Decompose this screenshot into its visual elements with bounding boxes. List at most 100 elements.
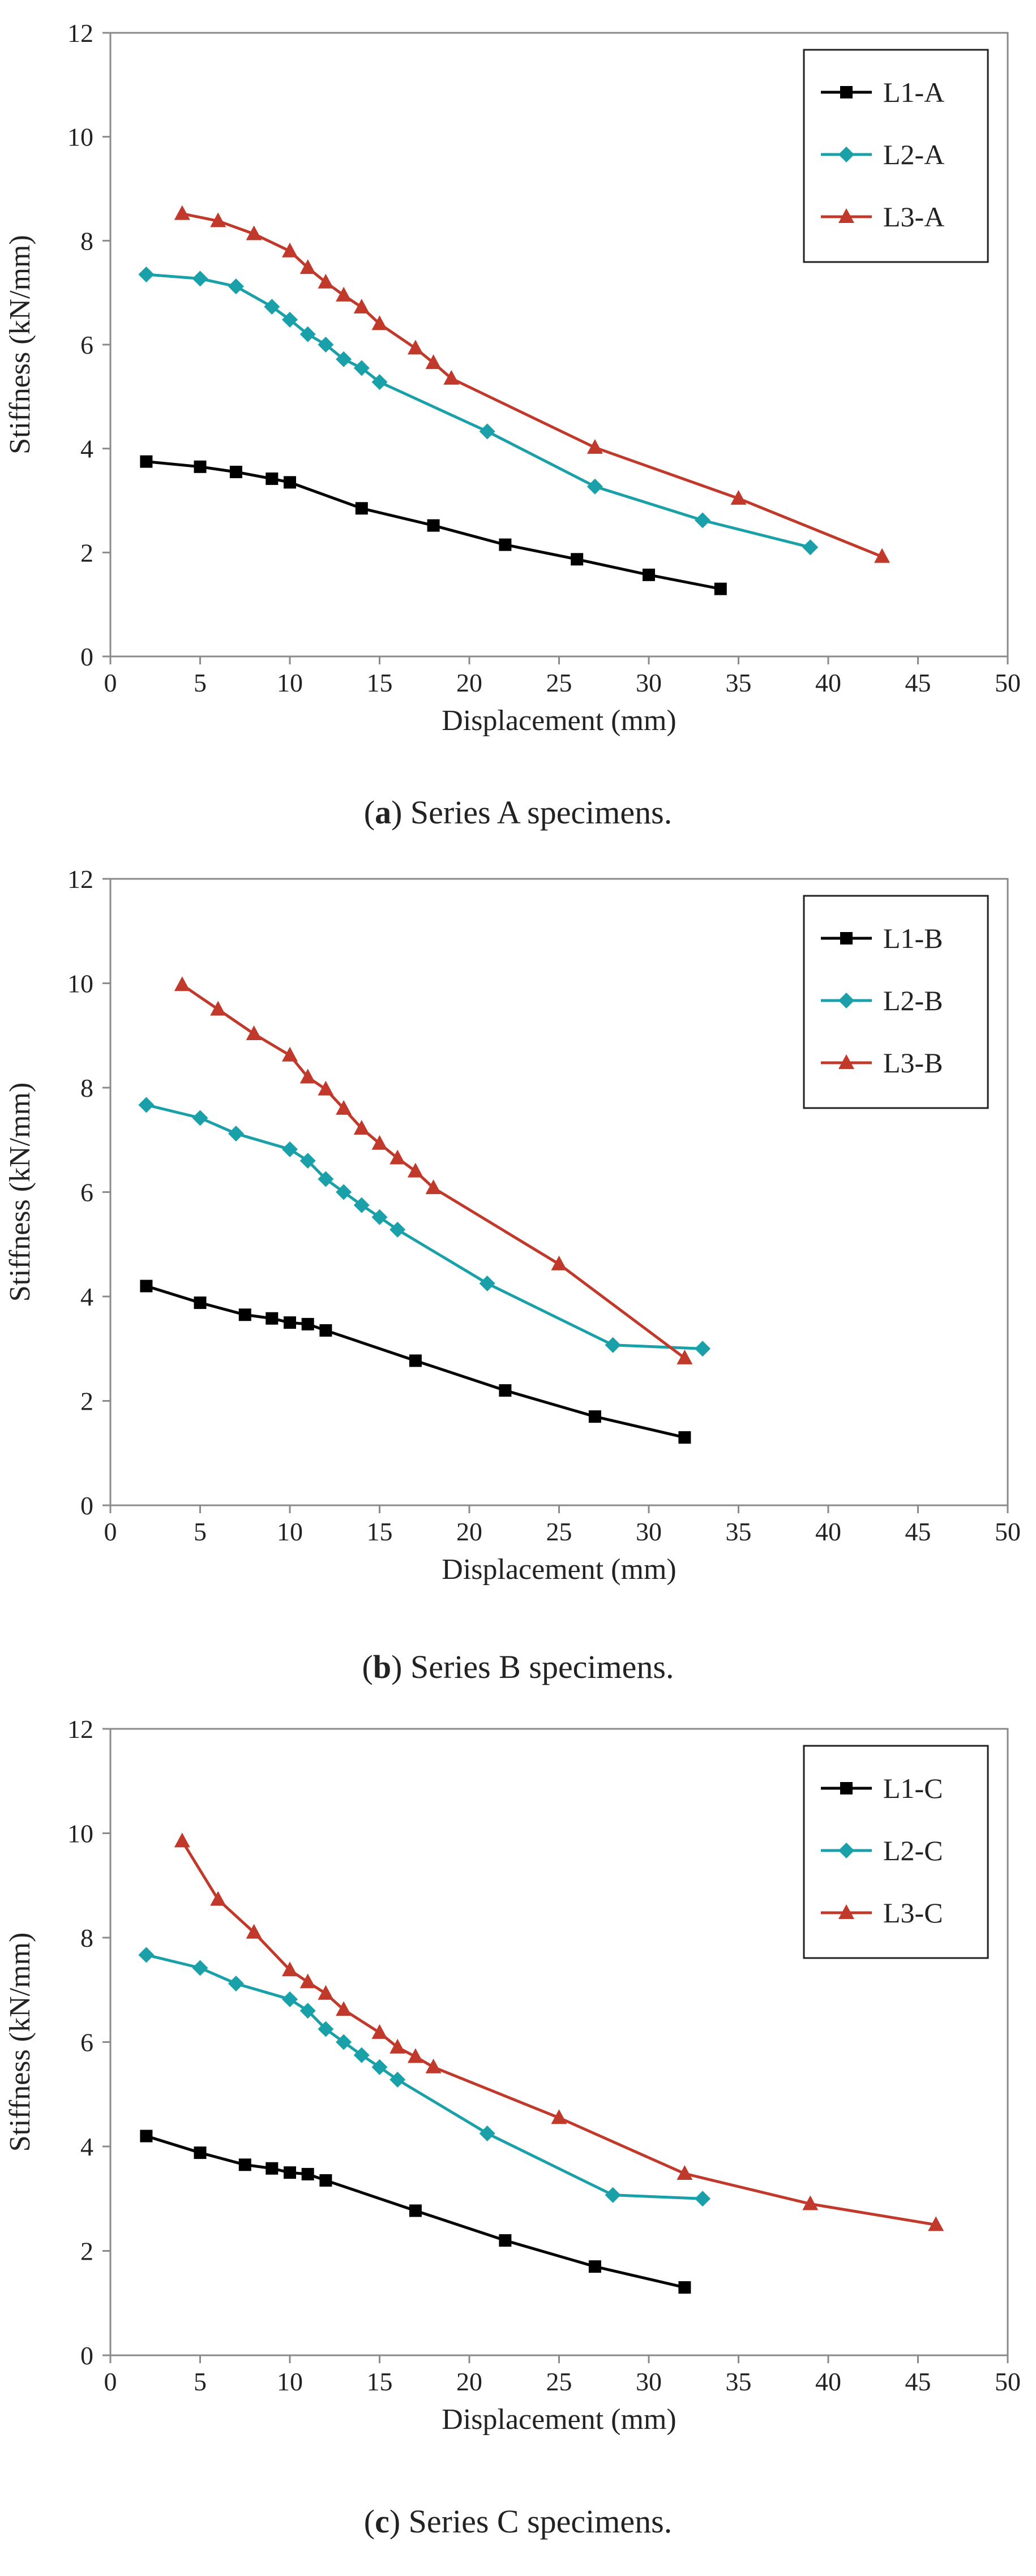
- series-L1-B: [140, 1280, 691, 1444]
- legend: L1-A L2-A L3-A: [803, 49, 989, 263]
- x-axis-title: Displacement (mm): [442, 2403, 676, 2436]
- figure-caption: (c) Series C specimens.: [364, 2503, 672, 2540]
- y-tick-label: 4: [80, 1282, 93, 1311]
- y-tick-label: 8: [80, 1924, 93, 1952]
- legend-label: L1-A: [883, 76, 944, 108]
- data-point-diamond: [587, 478, 603, 495]
- data-point-square: [409, 2204, 422, 2217]
- data-point-square: [229, 465, 242, 478]
- y-tick-label: 0: [80, 642, 93, 671]
- data-point-diamond: [336, 2034, 352, 2050]
- data-point-triangle: [443, 370, 460, 385]
- caption-letter: c: [375, 2503, 389, 2540]
- x-tick-label: 15: [367, 1517, 393, 1546]
- data-point-diamond: [299, 1153, 316, 1169]
- data-point-diamond: [695, 1341, 711, 1357]
- data-point-diamond: [282, 1991, 298, 2007]
- x-tick-label: 25: [546, 2367, 572, 2396]
- y-tick-label: 0: [80, 2341, 93, 2370]
- x-tick-label: 50: [995, 2367, 1021, 2396]
- caption-letter: b: [373, 1648, 391, 1685]
- y-tick-label: 2: [80, 1387, 93, 1416]
- data-point-triangle: [174, 205, 190, 220]
- data-point-triangle: [425, 354, 442, 370]
- data-point-square: [194, 2146, 207, 2159]
- data-point-diamond: [695, 2191, 711, 2207]
- y-tick-label: 4: [80, 2132, 93, 2161]
- data-point-triangle: [210, 212, 226, 227]
- data-point-square: [284, 476, 296, 489]
- data-point-diamond: [336, 1184, 352, 1200]
- x-tick-label: 30: [636, 668, 662, 697]
- data-point-triangle: [730, 490, 747, 505]
- x-tick-label: 5: [194, 1517, 207, 1546]
- data-point-triangle: [371, 2024, 388, 2039]
- data-point-triangle: [353, 298, 370, 314]
- legend-label: L1-B: [883, 922, 943, 954]
- data-point-square: [301, 2167, 314, 2180]
- data-point-square: [840, 1782, 853, 1794]
- data-point-triangle: [389, 1149, 406, 1165]
- legend: L1-B L2-B L3-B: [803, 895, 989, 1109]
- x-tick-label: 0: [104, 2367, 117, 2396]
- data-point-triangle: [425, 1179, 442, 1195]
- caption-paren: (: [364, 2503, 375, 2540]
- x-tick-label: 35: [726, 668, 752, 697]
- data-point-square: [409, 1354, 422, 1367]
- legend-label: L2-C: [883, 1835, 943, 1866]
- data-point-triangle: [210, 1891, 226, 1906]
- data-point-square: [238, 1308, 251, 1321]
- data-point-square: [714, 582, 727, 595]
- caption-text: ) Series C specimens.: [389, 2503, 672, 2540]
- legend-label: L3-B: [883, 1047, 943, 1079]
- data-point-diamond: [228, 278, 244, 295]
- y-tick-label: 12: [67, 1715, 93, 1744]
- data-point-diamond: [838, 147, 854, 162]
- x-tick-label: 45: [905, 2367, 931, 2396]
- figure-caption: (b) Series B specimens.: [362, 1648, 674, 1685]
- data-point-diamond: [138, 267, 155, 283]
- y-tick-label: 12: [67, 19, 93, 48]
- data-point-diamond: [605, 1337, 621, 1353]
- x-axis-title: Displacement (mm): [442, 1553, 676, 1586]
- data-point-square: [840, 86, 853, 98]
- data-point-diamond: [192, 1960, 208, 1976]
- data-point-diamond: [138, 1947, 155, 1963]
- x-tick-label: 25: [546, 1517, 572, 1546]
- y-tick-label: 8: [80, 1074, 93, 1102]
- data-point-square: [840, 932, 853, 944]
- series-line: [181, 984, 686, 1359]
- y-tick-label: 6: [80, 1178, 93, 1207]
- data-point-square: [427, 519, 440, 532]
- y-tick-label: 6: [80, 2028, 93, 2057]
- series-L3-B: [174, 976, 693, 1364]
- legend: L1-C L2-C L3-C: [803, 1745, 989, 1959]
- data-point-triangle: [318, 1985, 334, 2000]
- data-point-square: [499, 538, 512, 551]
- data-point-square: [678, 2281, 691, 2294]
- chart-panel-c: 0 5 10 15 20 25 30 35 40 45 50 0 2 4 6 8 10 12 Displacemen…: [4, 1715, 1021, 2540]
- data-point-square: [319, 2174, 332, 2187]
- x-tick-label: 45: [905, 668, 931, 697]
- y-tick-label: 10: [67, 1819, 93, 1848]
- data-point-square: [140, 2130, 153, 2143]
- series-L1-A: [140, 455, 727, 595]
- data-point-triangle: [174, 976, 190, 991]
- data-point-triangle: [282, 242, 298, 257]
- x-axis-title: Displacement (mm): [442, 705, 676, 737]
- x-tick-label: 40: [815, 668, 841, 697]
- x-tick-label: 20: [456, 2367, 482, 2396]
- data-point-triangle: [838, 1054, 854, 1069]
- data-point-triangle: [587, 439, 603, 454]
- data-point-triangle: [551, 2109, 567, 2124]
- data-point-triangle: [407, 1162, 423, 1178]
- data-point-triangle: [318, 1080, 334, 1096]
- data-point-diamond: [299, 2003, 316, 2019]
- data-point-diamond: [282, 1141, 298, 1157]
- data-point-triangle: [299, 1068, 316, 1084]
- data-point-square: [140, 455, 153, 468]
- y-tick-label: 10: [67, 123, 93, 152]
- data-point-diamond: [371, 2059, 388, 2075]
- data-point-triangle: [174, 1832, 190, 1848]
